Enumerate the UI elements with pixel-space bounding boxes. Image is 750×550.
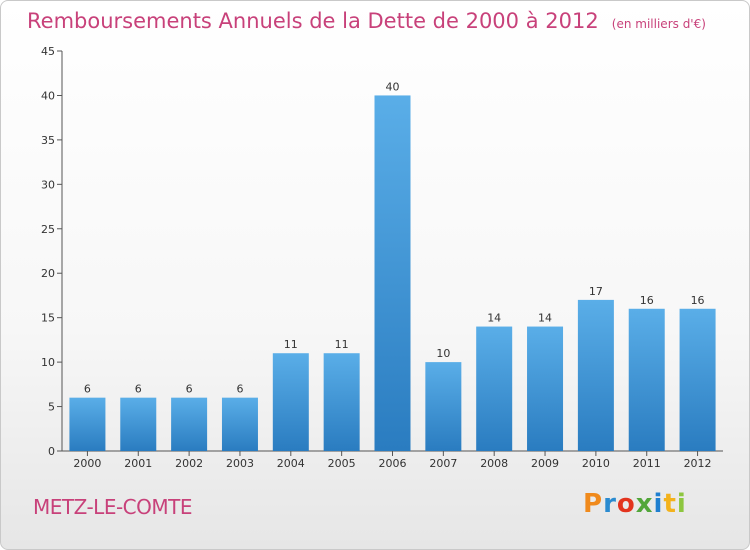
bar bbox=[323, 353, 360, 451]
data-label: 16 bbox=[691, 294, 705, 307]
y-tick-label: 0 bbox=[48, 445, 55, 458]
bar bbox=[221, 397, 258, 451]
data-label: 6 bbox=[186, 383, 193, 396]
data-label: 6 bbox=[84, 383, 91, 396]
title-row: Remboursements Annuels de la Dette de 20… bbox=[27, 9, 706, 33]
data-label: 6 bbox=[236, 383, 243, 396]
y-tick-label: 20 bbox=[41, 267, 55, 280]
x-tick-label: 2009 bbox=[531, 457, 559, 470]
y-tick-label: 35 bbox=[41, 134, 55, 147]
chart-title: Remboursements Annuels de la Dette de 20… bbox=[27, 9, 599, 33]
brand-letter: P bbox=[583, 489, 604, 519]
bar bbox=[272, 353, 309, 451]
bar bbox=[374, 95, 411, 451]
x-tick-label: 2012 bbox=[684, 457, 712, 470]
y-tick-label: 10 bbox=[41, 356, 55, 369]
brand-logo: Proxiti bbox=[583, 489, 687, 519]
x-tick-label: 2008 bbox=[480, 457, 508, 470]
x-tick-label: 2006 bbox=[379, 457, 407, 470]
y-tick-label: 30 bbox=[41, 178, 55, 191]
x-tick-label: 2003 bbox=[226, 457, 254, 470]
x-tick-label: 2001 bbox=[124, 457, 152, 470]
brand-letter: r bbox=[603, 489, 617, 519]
y-tick-label: 5 bbox=[48, 401, 55, 414]
data-label: 6 bbox=[135, 383, 142, 396]
bar bbox=[527, 326, 564, 451]
brand-letter: t bbox=[663, 489, 677, 519]
y-tick-label: 15 bbox=[41, 312, 55, 325]
x-tick-label: 2000 bbox=[73, 457, 101, 470]
x-tick-label: 2005 bbox=[328, 457, 356, 470]
bar bbox=[120, 397, 157, 451]
x-tick-label: 2002 bbox=[175, 457, 203, 470]
bar bbox=[628, 308, 665, 451]
data-label: 16 bbox=[640, 294, 654, 307]
x-tick-label: 2007 bbox=[429, 457, 457, 470]
bar bbox=[171, 397, 208, 451]
y-tick-label: 45 bbox=[41, 45, 55, 58]
chart-unit: (en milliers d'€) bbox=[611, 17, 706, 31]
data-label: 10 bbox=[436, 347, 450, 360]
brand-letter: i bbox=[676, 489, 687, 519]
bar bbox=[425, 362, 462, 451]
x-tick-label: 2011 bbox=[633, 457, 661, 470]
commune-name: METZ-LE-COMTE bbox=[33, 495, 193, 519]
brand-letter: o bbox=[616, 489, 636, 519]
bar bbox=[476, 326, 513, 451]
y-tick-label: 40 bbox=[41, 89, 55, 102]
y-tick-label: 25 bbox=[41, 223, 55, 236]
brand-letter: i bbox=[653, 489, 664, 519]
data-label: 40 bbox=[386, 80, 400, 93]
data-label: 14 bbox=[538, 312, 552, 325]
bar bbox=[577, 299, 614, 451]
bar bbox=[679, 308, 716, 451]
data-label: 14 bbox=[487, 312, 501, 325]
bar bbox=[69, 397, 106, 451]
data-label: 17 bbox=[589, 285, 603, 298]
x-tick-label: 2004 bbox=[277, 457, 305, 470]
x-tick-label: 2010 bbox=[582, 457, 610, 470]
data-label: 11 bbox=[284, 338, 298, 351]
brand-letter: x bbox=[635, 489, 654, 519]
data-label: 11 bbox=[335, 338, 349, 351]
